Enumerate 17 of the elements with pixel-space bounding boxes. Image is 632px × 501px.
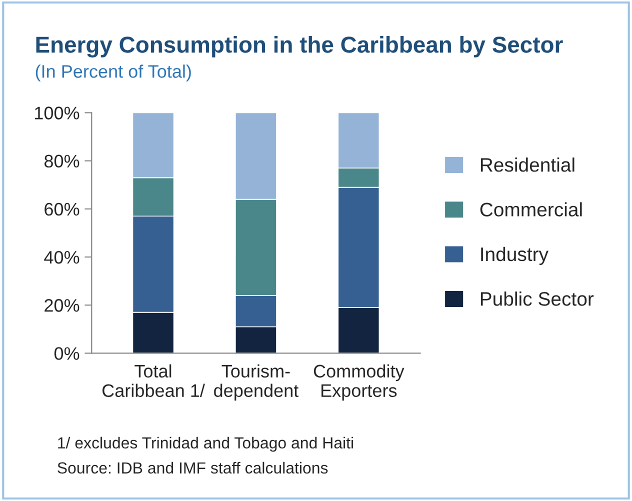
legend-label: Commercial [480,202,582,216]
y-tick-label: 100% [35,106,80,120]
chart-subtitle: (In Percent of Total) [36,64,191,82]
x-tick-label: Total Caribbean 1/ [102,364,205,398]
y-tick-label: 60% [44,202,80,216]
legend-label: Public Sector [480,292,594,306]
text: 1/ excludes Trinidad and Tobago and Haiti [58,436,353,452]
x-tick-label: Tourism- dependent [214,364,299,401]
y-tick-label: 0% [54,347,80,360]
legend-label: Industry [481,246,548,265]
y-tick-label: 20% [44,299,80,312]
legend-label: Residential [480,158,574,172]
y-tick-label: 80% [44,154,80,168]
chart-title: Energy Consumption in the Caribbean by Sector [36,36,563,58]
x-tick-label: Commodity Exporters [314,364,404,401]
source-note: Source: IDB and IMF staff calculations [58,462,328,474]
y-tick-label: 40% [44,250,80,264]
